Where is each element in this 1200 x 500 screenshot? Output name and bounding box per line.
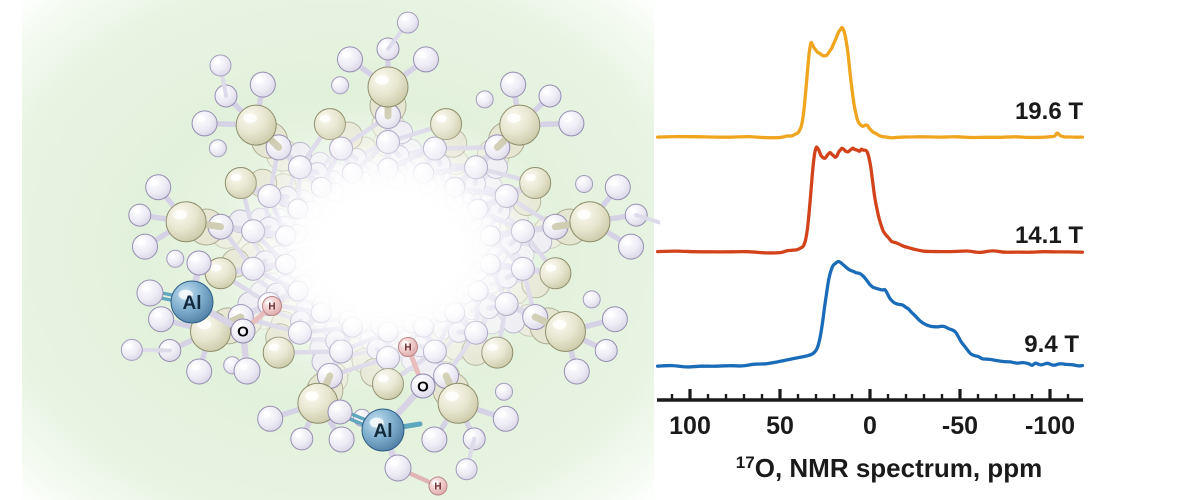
- nmr-trace-14-1-t: [655, 145, 1085, 255]
- atom-label-h: H: [268, 302, 275, 313]
- atom-label-o: O: [417, 378, 429, 395]
- atom-oxygen-labeled: O: [230, 318, 256, 344]
- atom-aluminum-labeled: Al: [170, 280, 214, 324]
- nmr-trace-9-4-t: [655, 259, 1085, 369]
- atom-label-h: H: [404, 343, 411, 354]
- field-strength-label-9-4t: 9.4 T: [1024, 331, 1079, 358]
- molecule-art: Al Al O O H H H: [120, 11, 660, 496]
- atom-label-o: O: [237, 323, 249, 340]
- atom-aluminum-labeled: Al: [361, 408, 405, 452]
- atom-label-h: H: [434, 482, 441, 493]
- x-axis-title-main: O, NMR spectrum, ppm: [755, 453, 1042, 483]
- field-strength-label-14-1t: 14.1 T: [1015, 222, 1083, 249]
- atom-hydrogen-labeled: H: [428, 476, 448, 496]
- nmr-trace-19-6-t: [655, 25, 1085, 140]
- molecule-illustration: Al Al O O H H H: [22, 0, 660, 500]
- atom-oxygen-labeled: O: [410, 373, 436, 399]
- atom-label-al: Al: [374, 421, 393, 442]
- atom-hydrogen-labeled: H: [398, 337, 418, 357]
- x-tick-label: 100: [669, 412, 711, 440]
- x-axis-title-superscript: 17: [736, 453, 755, 472]
- chart-art: 100 50 0 -50 -100: [655, 25, 1085, 440]
- x-tick-label: 0: [863, 412, 877, 440]
- x-tick-label: 50: [766, 412, 794, 440]
- x-tick-label: -100: [1025, 412, 1075, 440]
- atom-label-al: Al: [183, 293, 202, 314]
- al-oh-site-clusters: Al Al O O H H H: [136, 250, 448, 496]
- field-strength-label-19-6t: 19.6 T: [1015, 98, 1083, 125]
- x-axis-title: 17O, NMR spectrum, ppm: [736, 453, 1042, 483]
- channel-glow: [215, 107, 565, 393]
- nmr-spectra-chart: 100 50 0 -50 -100 19.6 T 14.1 T 9.4 T 17O, N…: [655, 25, 1085, 483]
- nmr-traces: [655, 25, 1085, 369]
- atom-hydrogen-labeled: H: [262, 296, 282, 316]
- x-tick-label: -50: [942, 412, 978, 440]
- x-tick-labels: 100 50 0 -50 -100: [669, 412, 1075, 440]
- x-axis: [657, 389, 1083, 402]
